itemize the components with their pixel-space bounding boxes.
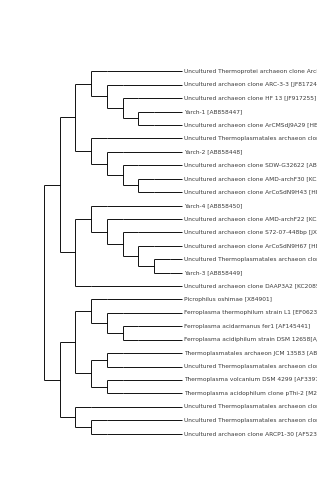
Text: Thermoplasmatales archaeon JCM 13583 [AB269873]: Thermoplasmatales archaeon JCM 13583 [AB…	[184, 350, 317, 356]
Text: Ferroplasma thermophilum strain L1 [EF062309]: Ferroplasma thermophilum strain L1 [EF06…	[184, 310, 317, 316]
Text: Uncultured Thermoplasmatales archaeon clone ORCMO.1 [EF396246]: Uncultured Thermoplasmatales archaeon cl…	[184, 418, 317, 423]
Text: Uncultured archaeon clone S72-07-448bp [JX984817]: Uncultured archaeon clone S72-07-448bp […	[184, 230, 317, 235]
Text: Uncultured archaeon clone AMD-archF22 [KC537594]: Uncultured archaeon clone AMD-archF22 [K…	[184, 216, 317, 222]
Text: Picrophilus oshimae [X84901]: Picrophilus oshimae [X84901]	[184, 297, 272, 302]
Text: Uncultured archaeon clone SDW-G32622 [AB427084]: Uncultured archaeon clone SDW-G32622 [AB…	[184, 163, 317, 168]
Text: Thermoplasma volcanium DSM 4299 [AF339746]: Thermoplasma volcanium DSM 4299 [AF33974…	[184, 378, 317, 382]
Text: Ferroplasma acidiphilum strain DSM 12658[AJ224936]: Ferroplasma acidiphilum strain DSM 12658…	[184, 337, 317, 342]
Text: Yarch-2 [AB858448]: Yarch-2 [AB858448]	[184, 150, 243, 154]
Text: Uncultured Thermoplasmatales archaeon clone ORCMO.26 [EF396247]: Uncultured Thermoplasmatales archaeon cl…	[184, 404, 317, 409]
Text: Yarch-1 [AB858447]: Yarch-1 [AB858447]	[184, 109, 243, 114]
Text: Uncultured archaeon clone DAAP3A2 [KC208501]: Uncultured archaeon clone DAAP3A2 [KC208…	[184, 284, 317, 288]
Text: Uncultured Thermoplasmatales archaeon clone arch f6 [JX989254]: Uncultured Thermoplasmatales archaeon cl…	[184, 136, 317, 141]
Text: Uncultured Thermoprotei archaeon clone ArcMA49 [HQ671250]: Uncultured Thermoprotei archaeon clone A…	[184, 69, 317, 74]
Text: Yarch-3 [AB858449]: Yarch-3 [AB858449]	[184, 270, 243, 275]
Text: Uncultured archaeon clone ArCMSdJ9A29 [HE653803]: Uncultured archaeon clone ArCMSdJ9A29 [H…	[184, 122, 317, 128]
Text: Thermoplasma acidophilum clone pThi-2 [M20822]: Thermoplasma acidophilum clone pThi-2 [M…	[184, 391, 317, 396]
Text: Uncultured Thermoplasmatales archaeon clone AS3-arch-g11 [JN982116]: Uncultured Thermoplasmatales archaeon cl…	[184, 256, 317, 262]
Text: Uncultured archaeon clone ArCoSdN9H43 [HE653791]: Uncultured archaeon clone ArCoSdN9H43 [H…	[184, 190, 317, 194]
Text: Ferroplasma acidarmanus fer1 [AF145441]: Ferroplasma acidarmanus fer1 [AF145441]	[184, 324, 310, 329]
Text: Uncultured archaeon clone AMD-archF30 [KC537602]: Uncultured archaeon clone AMD-archF30 [K…	[184, 176, 317, 181]
Text: Uncultured archaeon clone ARCP1-30 [AF523939]: Uncultured archaeon clone ARCP1-30 [AF52…	[184, 431, 317, 436]
Text: Uncultured archaeon clone ArCoSdN9H67 [HE653795]: Uncultured archaeon clone ArCoSdN9H67 [H…	[184, 244, 317, 248]
Text: Uncultured archaeon clone HF 13 [JF917255]: Uncultured archaeon clone HF 13 [JF91725…	[184, 96, 316, 100]
Text: Uncultured archaeon clone ARC-3-3 [JF817249]: Uncultured archaeon clone ARC-3-3 [JF817…	[184, 82, 317, 87]
Text: Yarch-4 [AB858450]: Yarch-4 [AB858450]	[184, 203, 243, 208]
Text: Uncultured Thermoplasmatales archaeon clone ORCL3.3 [EF396244]: Uncultured Thermoplasmatales archaeon cl…	[184, 364, 317, 369]
